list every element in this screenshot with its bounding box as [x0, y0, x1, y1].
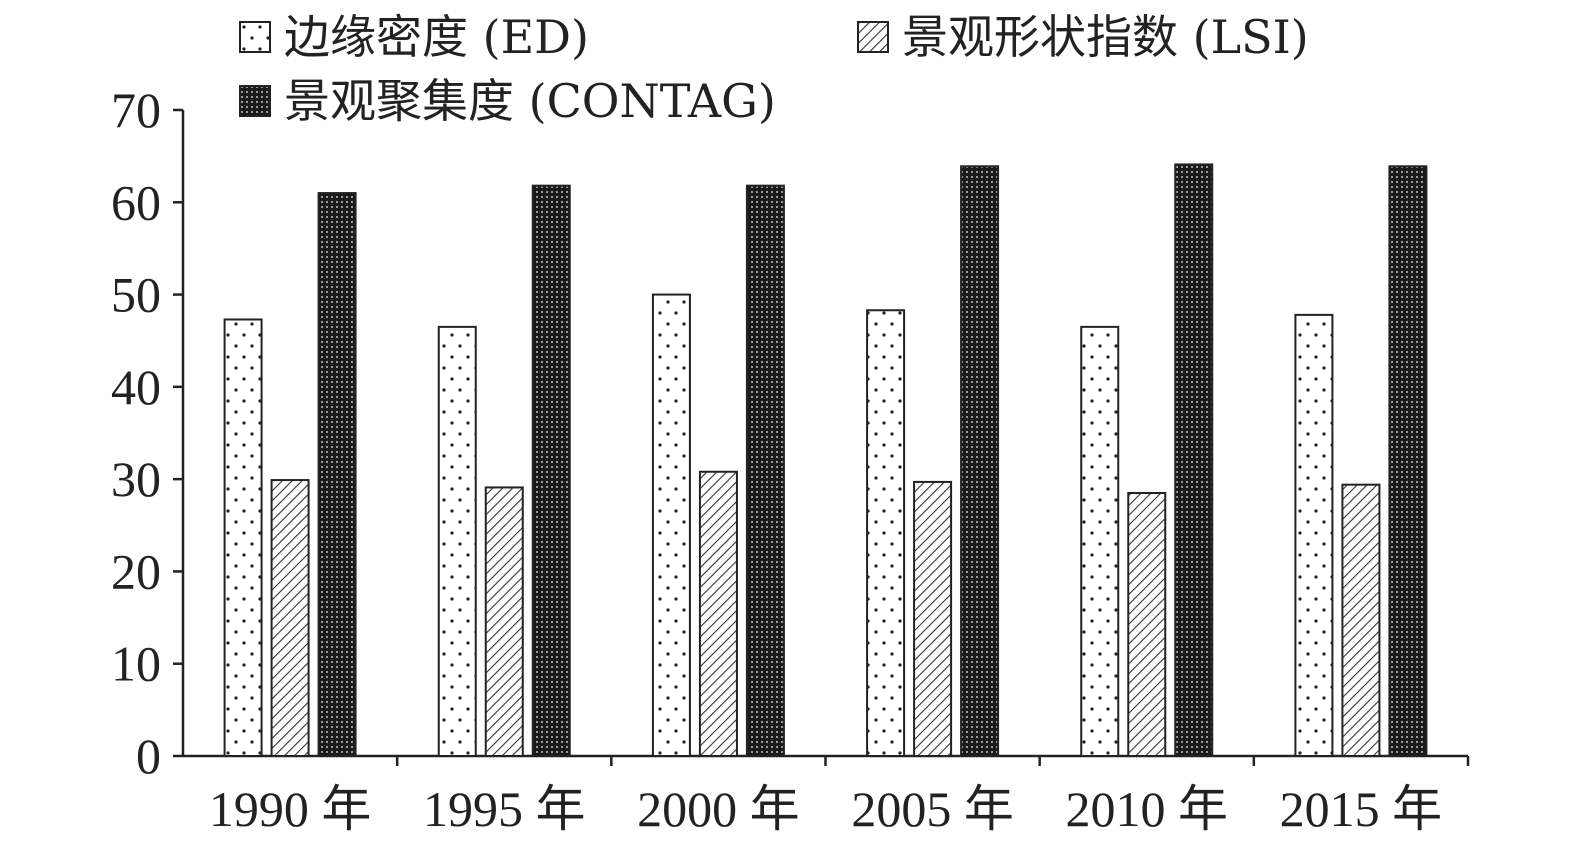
y-tick-label: 60 — [111, 174, 161, 230]
y-tick-label: 70 — [111, 82, 161, 138]
y-tick-label: 50 — [111, 267, 161, 323]
bar-dots — [866, 309, 906, 757]
bar-hatch — [698, 470, 738, 757]
legend-swatch-dots — [239, 21, 271, 53]
x-tick-label: 2010 年 — [1066, 781, 1229, 837]
bar-dots — [651, 293, 691, 757]
axes — [181, 110, 1468, 758]
bar-hatch — [913, 480, 953, 757]
x-tick-label: 1995 年 — [423, 781, 586, 837]
bar-dense — [745, 184, 785, 758]
y-tick-label: 10 — [111, 636, 161, 692]
y-tick-label: 20 — [111, 543, 161, 599]
y-tick-label: 40 — [111, 359, 161, 415]
bar-dots — [1080, 325, 1120, 757]
bar-dots — [437, 325, 477, 757]
y-ticks: 0 10 20 30 40 50 60 70 — [111, 82, 183, 784]
bar-dense — [317, 192, 357, 758]
bar-dense — [960, 165, 1000, 757]
bar-dots — [223, 318, 263, 757]
legend-swatch-hatch — [857, 21, 889, 53]
x-labels: 1990 年 1995 年 2000 年 2005 年 2010 年 2015 年 — [209, 756, 1470, 837]
bar-dots — [1294, 313, 1334, 757]
bar-dense — [531, 184, 571, 758]
bar-hatch — [270, 479, 310, 757]
bar-hatch — [1127, 491, 1167, 757]
legend-label: 边缘密度 (ED) — [284, 10, 589, 64]
y-tick-label: 0 — [136, 728, 161, 784]
x-tick-label: 2005 年 — [851, 781, 1014, 837]
y-tick-label: 30 — [111, 451, 161, 507]
legend-label: 景观形状指数 (LSI) — [902, 10, 1309, 64]
x-tick-label: 1990 年 — [209, 781, 372, 837]
x-tick-label: 2000 年 — [637, 781, 800, 837]
legend: 边缘密度 (ED) 景观形状指数 (LSI) 景观聚集度 (CONTAG) — [239, 10, 1309, 128]
legend-label: 景观聚集度 (CONTAG) — [284, 74, 776, 128]
bar-dense — [1388, 165, 1428, 757]
legend-swatch-dense — [239, 85, 271, 117]
x-tick-label: 2015 年 — [1280, 781, 1443, 837]
bar-dense — [1174, 163, 1214, 758]
bar-hatch — [1341, 483, 1381, 757]
bar-hatch — [484, 486, 524, 757]
bars — [223, 163, 1428, 758]
